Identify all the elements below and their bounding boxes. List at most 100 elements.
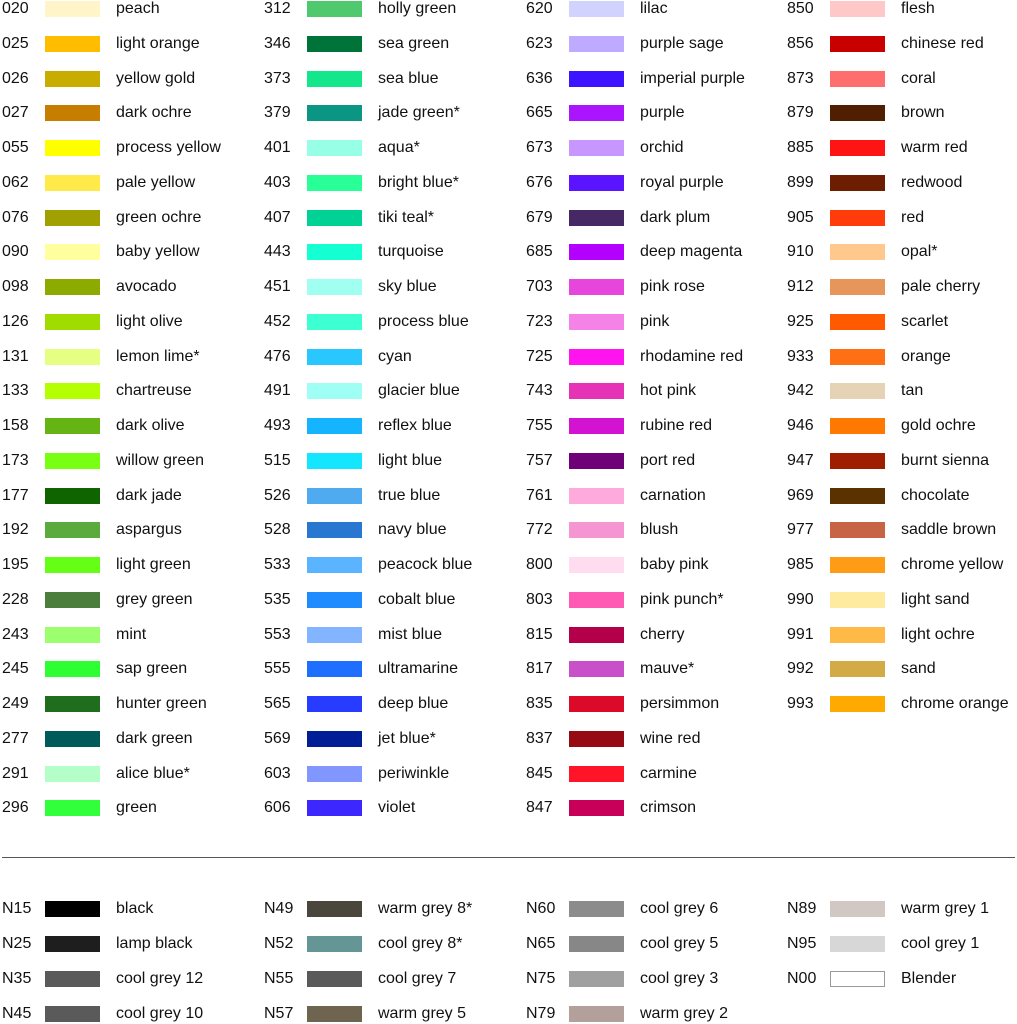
swatch <box>45 105 100 122</box>
color-name: light ochre <box>901 625 975 643</box>
color-code: 992 <box>787 660 814 678</box>
swatch <box>569 696 624 712</box>
color-name: dark jade <box>116 486 182 504</box>
color-name: periwinkle <box>378 764 450 782</box>
color-code: N55 <box>264 970 294 987</box>
swatch <box>569 661 624 678</box>
color-name: deep blue <box>378 695 449 712</box>
color-code: 977 <box>787 521 814 539</box>
color-code: 243 <box>2 625 29 643</box>
color-code: 985 <box>787 556 814 573</box>
color-name: purple <box>640 104 685 122</box>
color-name: holly green <box>378 0 457 17</box>
swatch <box>45 522 100 539</box>
swatch <box>569 971 624 987</box>
color-code: N79 <box>526 1005 556 1022</box>
color-name: chinese red <box>901 34 984 52</box>
color-code: 837 <box>526 729 553 747</box>
swatch <box>45 936 100 952</box>
color-code: 062 <box>2 173 29 191</box>
color-name: bright blue* <box>378 173 459 191</box>
color-name: cool grey 3 <box>640 970 719 987</box>
swatch <box>307 383 362 400</box>
swatch <box>307 140 362 156</box>
swatch <box>307 452 362 469</box>
color-name: redwood <box>901 173 963 191</box>
color-code: 800 <box>526 556 553 573</box>
swatch <box>569 105 624 122</box>
color-name: lamp black <box>116 935 193 952</box>
swatch <box>830 35 885 52</box>
swatch <box>830 174 885 191</box>
color-name: baby pink <box>640 556 709 573</box>
swatch <box>307 35 362 52</box>
color-code: 803 <box>526 590 553 608</box>
color-name: orange <box>901 347 951 365</box>
color-code: 850 <box>787 0 814 17</box>
color-name: warm red <box>901 139 968 156</box>
swatch <box>830 1 885 17</box>
color-code: 177 <box>2 486 29 504</box>
swatch <box>830 209 885 226</box>
color-code: 555 <box>264 660 291 678</box>
color-code: 055 <box>2 139 29 156</box>
color-code: 676 <box>526 173 553 191</box>
color-code: 845 <box>526 764 553 782</box>
color-code: 847 <box>526 799 553 817</box>
color-name: Blender <box>901 970 957 987</box>
color-code: 679 <box>526 208 553 226</box>
swatch <box>830 661 885 678</box>
swatch <box>45 487 100 504</box>
color-code: 491 <box>264 382 291 400</box>
color-name: warm grey 8* <box>378 900 473 917</box>
color-name: warm grey 1 <box>901 900 990 917</box>
color-name: jade green* <box>378 104 460 122</box>
color-code: 076 <box>2 208 29 226</box>
swatch <box>307 70 362 87</box>
color-code: 665 <box>526 104 553 122</box>
swatch <box>830 696 885 712</box>
swatch <box>830 557 885 573</box>
color-code: 761 <box>526 486 553 504</box>
divider <box>2 857 1015 858</box>
color-name: coral <box>901 69 936 87</box>
color-code: 098 <box>2 278 29 295</box>
swatch <box>307 105 362 122</box>
swatch <box>45 209 100 226</box>
color-name: pink <box>640 312 670 330</box>
color-code: 723 <box>526 312 553 330</box>
swatch <box>830 901 885 917</box>
swatch <box>830 140 885 156</box>
color-name: willow green <box>116 451 205 469</box>
color-code: 379 <box>264 104 291 122</box>
swatch <box>569 209 624 226</box>
swatch <box>307 209 362 226</box>
color-name: aspargus <box>116 521 182 539</box>
color-code: 173 <box>2 451 29 469</box>
color-code: 133 <box>2 382 29 400</box>
swatch <box>45 661 100 678</box>
color-name: brown <box>901 104 945 122</box>
color-name: mauve* <box>640 660 695 678</box>
color-name: sky blue <box>378 278 437 295</box>
color-name: chrome yellow <box>901 556 1004 573</box>
swatch <box>307 730 362 747</box>
swatch <box>45 557 100 573</box>
color-code: N57 <box>264 1005 294 1022</box>
color-code: 606 <box>264 799 291 817</box>
color-code: 158 <box>2 417 29 434</box>
color-name: sea blue <box>378 69 439 87</box>
swatch <box>45 1 100 17</box>
swatch <box>830 105 885 122</box>
swatch <box>830 522 885 539</box>
swatch <box>45 244 100 261</box>
swatch <box>569 557 624 573</box>
swatch <box>45 418 100 434</box>
color-name: avocado <box>116 278 177 295</box>
color-code: 528 <box>264 521 291 539</box>
color-code: 873 <box>787 69 814 87</box>
swatch <box>569 730 624 747</box>
swatch <box>45 313 100 330</box>
color-code: 373 <box>264 69 291 87</box>
